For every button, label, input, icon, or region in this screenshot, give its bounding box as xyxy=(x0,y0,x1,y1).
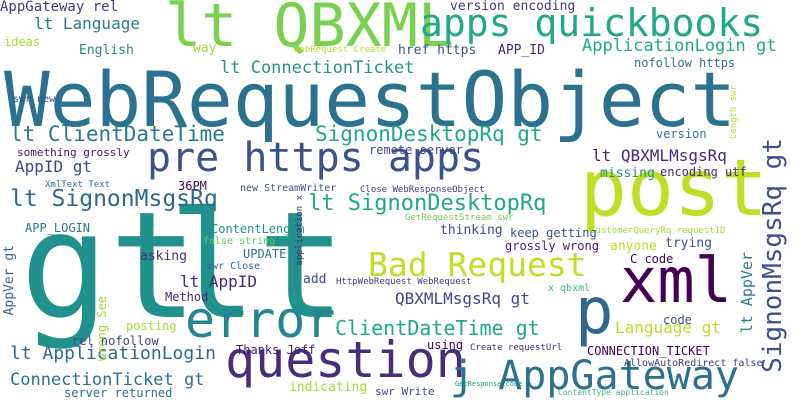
cloud-word: encoding utf xyxy=(660,165,747,179)
cloud-word: application x xyxy=(295,195,305,266)
cloud-word: new StreamWriter xyxy=(240,183,337,194)
cloud-word: lt ConnectionTicket xyxy=(220,58,415,78)
cloud-word: AppVer gt xyxy=(2,245,17,316)
cloud-word: Thanks Jeff xyxy=(236,343,316,357)
cloud-word: error xyxy=(185,291,336,349)
cloud-word: lt SignonDesktopRq xyxy=(308,191,547,216)
cloud-word: 36PM xyxy=(178,179,207,193)
cloud-word: lt QBXML xyxy=(165,0,454,61)
cloud-word: English xyxy=(79,43,134,58)
cloud-word: remote server xyxy=(369,143,463,157)
cloud-word: thinking xyxy=(440,223,503,238)
cloud-word: posting xyxy=(126,319,177,333)
cloud-word: lt AppVer xyxy=(738,252,756,334)
cloud-word: ideas xyxy=(4,35,41,49)
cloud-word: ContentLength xyxy=(211,222,305,236)
cloud-word: x qbxml xyxy=(548,283,591,294)
cloud-word: APP_LOGIN xyxy=(25,221,91,235)
cloud-word: GetRequestStream swr xyxy=(405,213,514,223)
cloud-word: Bad Request xyxy=(368,245,587,284)
cloud-word: post xyxy=(580,144,768,234)
cloud-word: QBXMLMsgsRq gt xyxy=(395,289,530,308)
cloud-word: SignonDesktopRq gt xyxy=(315,122,543,146)
cloud-word: version encoding xyxy=(450,0,576,14)
cloud-word: false string xyxy=(203,236,276,247)
cloud-word: asking xyxy=(140,249,187,264)
cloud-word: pre https apps xyxy=(147,135,485,181)
cloud-word: ConnectionTicket gt xyxy=(10,370,205,390)
cloud-word: WebRequestObject xyxy=(4,55,737,144)
cloud-word: trying xyxy=(665,236,712,251)
cloud-word: way xyxy=(193,41,217,56)
cloud-word: lt xyxy=(168,180,347,352)
cloud-word: lt ApplicationLogin xyxy=(10,343,216,364)
cloud-word: rel nofollow xyxy=(72,334,159,348)
cloud-word: XmlText Text xyxy=(45,180,111,190)
cloud-word: CONNECTION_TICKET xyxy=(587,344,710,358)
cloud-word: lt QBXMLMsgsRq xyxy=(592,146,727,165)
cloud-word: CustomerQueryRq requestID xyxy=(590,226,726,236)
cloud-word: AppGateway rel xyxy=(0,0,119,15)
cloud-word: Create requestUrl xyxy=(470,343,563,353)
cloud-word: gt xyxy=(20,180,199,352)
cloud-word: href https xyxy=(398,43,477,58)
cloud-word: Method xyxy=(165,290,209,304)
cloud-word: Language gt xyxy=(615,318,721,337)
cloud-word: APP_ID xyxy=(498,43,545,58)
cloud-word: HttpWebRequest WebRequest xyxy=(336,277,472,287)
cloud-word: lt AppID xyxy=(180,272,258,291)
cloud-word: server returned xyxy=(64,386,173,400)
cloud-word: lt SignonMsgsRq xyxy=(10,186,218,212)
cloud-word: WebRequest Create xyxy=(294,45,387,55)
cloud-word: something grossly xyxy=(17,146,130,159)
cloud-word: xml xyxy=(620,244,732,317)
cloud-word: ClientDateTime gt xyxy=(335,316,540,340)
cloud-word: Close WebResponseObject xyxy=(360,185,485,195)
cloud-word: AppID gt xyxy=(15,157,93,176)
cloud-word: swr new xyxy=(13,94,56,105)
cloud-word: ContentType application xyxy=(558,388,669,397)
cloud-word: nofollow https xyxy=(634,56,736,70)
cloud-word: lt ClientDateTime xyxy=(10,122,225,146)
cloud-word: add xyxy=(303,272,327,287)
cloud-word: version xyxy=(656,127,707,141)
cloud-word: UPDATE xyxy=(243,247,287,261)
cloud-word: anyone xyxy=(610,239,657,254)
cloud-word: apps quickbooks xyxy=(420,1,764,45)
cloud-word: wrong See xyxy=(95,296,109,362)
cloud-word: j AppGateway xyxy=(450,353,739,399)
cloud-word: using xyxy=(427,338,464,352)
cloud-word: GetResponse code xyxy=(455,380,523,388)
cloud-word: grossly wrong xyxy=(505,239,599,253)
cloud-word: question xyxy=(225,331,466,389)
cloud-word: swr Close xyxy=(206,261,261,272)
cloud-word: keep getting xyxy=(510,226,597,240)
cloud-word: lt Language xyxy=(34,14,140,33)
cloud-word: indicating xyxy=(289,380,368,395)
cloud-word: ApplicationLogin gt xyxy=(582,36,777,56)
cloud-word: SignonMsgsRq gt xyxy=(758,138,788,373)
cloud-word: code xyxy=(663,313,692,327)
cloud-word: AllowAutoRedirect false xyxy=(624,358,763,369)
cloud-word: C code xyxy=(630,252,674,266)
cloud-word: Length swr xyxy=(729,85,739,140)
cloud-word: p xyxy=(575,275,614,349)
cloud-word: swr Write xyxy=(375,385,435,398)
cloud-word: missing xyxy=(600,166,655,181)
